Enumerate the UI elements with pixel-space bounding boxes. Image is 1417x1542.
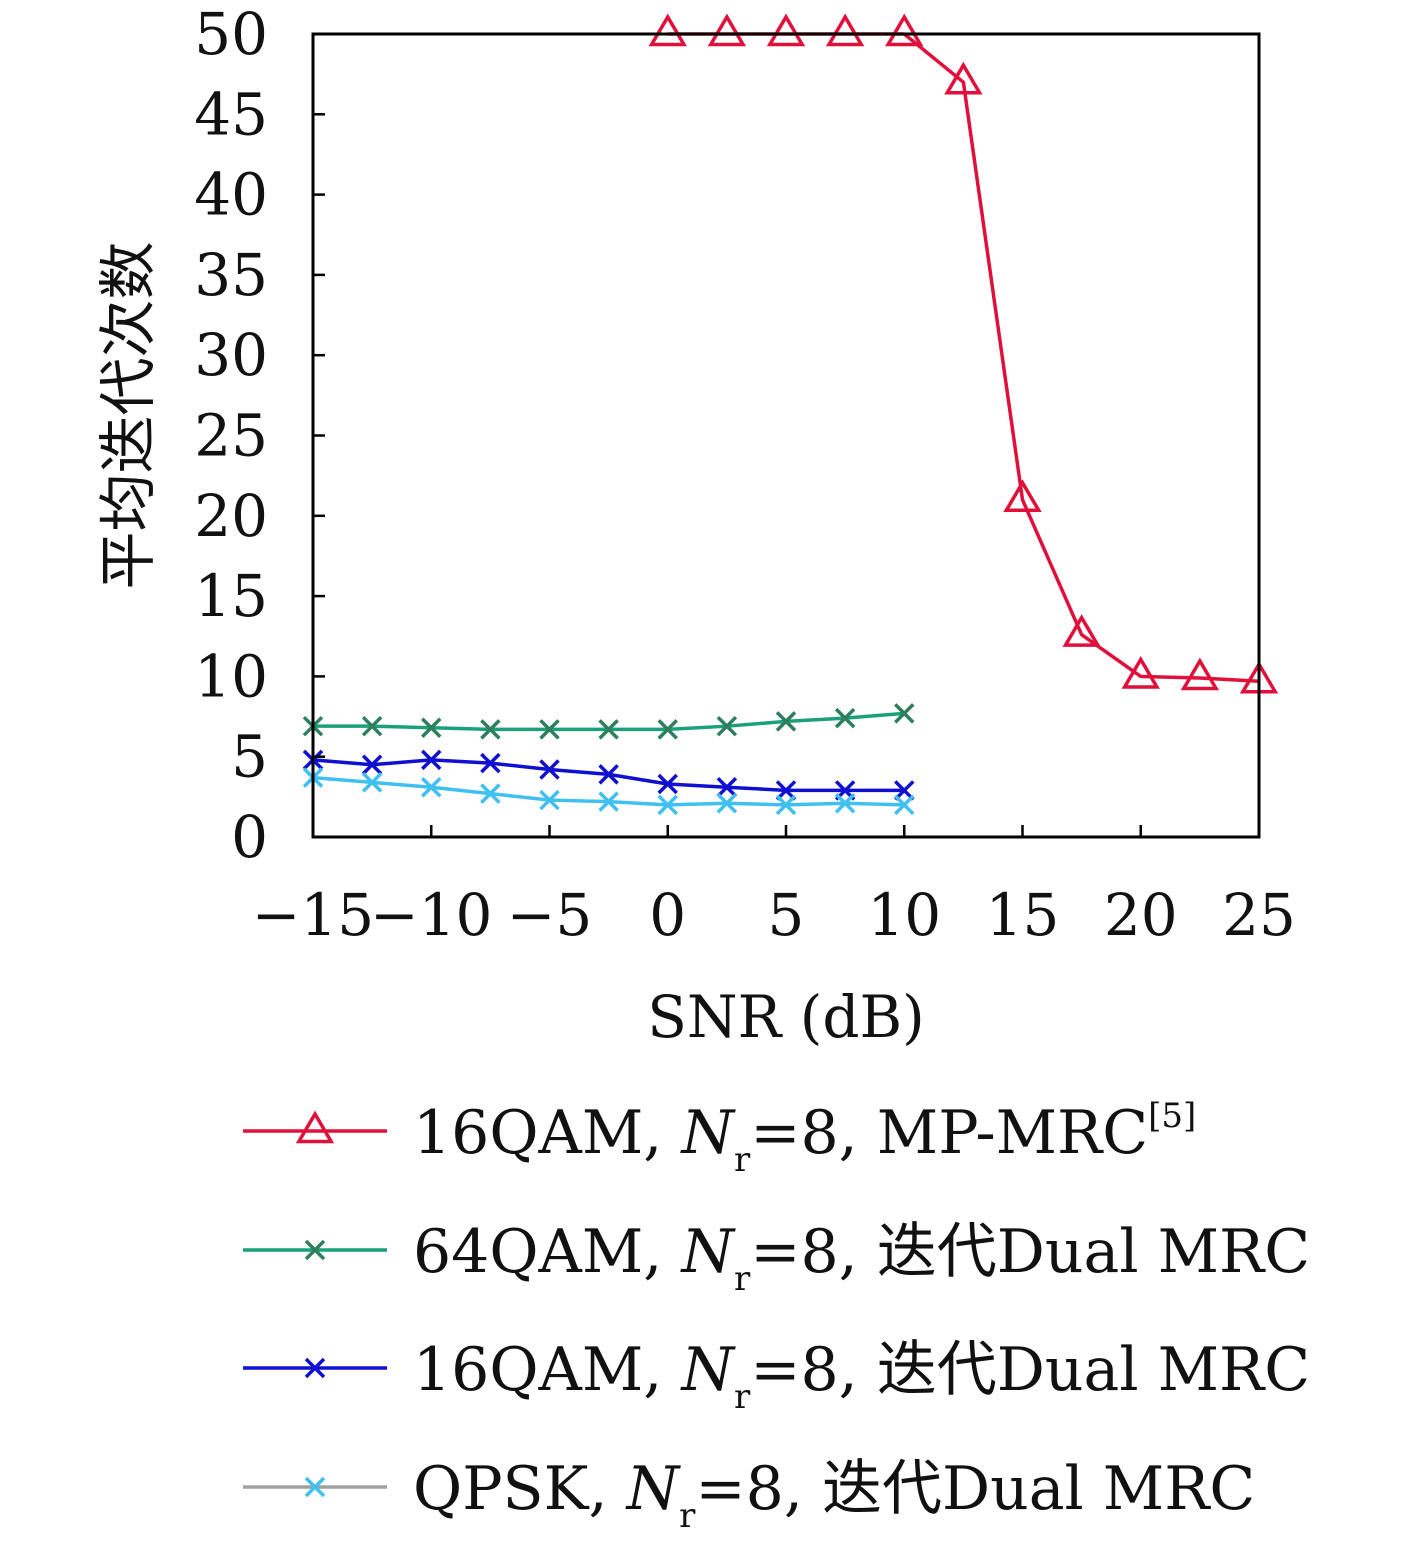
data-point <box>716 776 738 798</box>
series-3 <box>302 749 915 801</box>
legend-marker <box>304 1239 326 1261</box>
x-tick-label: −5 <box>507 881 593 949</box>
x-tick-label: 25 <box>1222 881 1296 949</box>
y-tick-label: 50 <box>194 0 268 68</box>
data-point <box>775 794 797 816</box>
y-tick-label: 5 <box>231 723 268 791</box>
legend-marker <box>295 1110 335 1144</box>
data-point <box>1121 655 1160 689</box>
x-tick-label: 20 <box>1104 881 1178 949</box>
data-point <box>657 719 678 740</box>
series-layer <box>302 13 1279 816</box>
legend-item: 64QAM, Nr=8, 迭代Dual MRC <box>243 1217 1310 1299</box>
tick-labels: −15−10 −5 0 5 10 15 20 25 0 5 10 15 20 25 30 35 40 45 50 <box>194 0 1296 949</box>
data-point <box>1003 479 1042 513</box>
legend-label: 16QAM, Nr=8, MP-MRC[5] <box>413 1096 1196 1180</box>
y-axis-title: 平均迭代次数 <box>94 241 162 589</box>
data-point <box>361 715 383 737</box>
data-point <box>539 759 560 780</box>
data-point <box>716 793 738 814</box>
series-1 <box>648 13 1279 694</box>
series-4 <box>302 767 915 816</box>
x-tick-label: −15 <box>252 881 374 949</box>
legend-marker <box>304 1357 326 1379</box>
data-point <box>716 715 738 737</box>
data-point <box>775 711 797 732</box>
legend-label: QPSK, Nr=8, 迭代Dual MRC <box>413 1454 1255 1536</box>
y-tick-label: 0 <box>231 803 268 871</box>
data-point <box>825 13 865 47</box>
data-point <box>657 773 678 795</box>
data-point <box>944 61 983 95</box>
y-tick-label: 20 <box>194 482 268 550</box>
y-tick-label: 15 <box>194 562 268 630</box>
y-tick-label: 35 <box>194 241 268 309</box>
data-point <box>648 13 687 47</box>
x-tick-label: 0 <box>649 881 686 949</box>
plot-border <box>311 32 1261 839</box>
data-point <box>834 707 856 729</box>
data-point <box>598 764 619 785</box>
plot-frame <box>311 32 1261 839</box>
y-tick-label: 40 <box>194 161 268 229</box>
data-point <box>361 772 383 793</box>
data-point <box>539 789 560 811</box>
y-tick-label: 25 <box>194 402 268 470</box>
data-point <box>894 794 915 816</box>
legend-item: 16QAM, Nr=8, MP-MRC[5] <box>243 1096 1196 1180</box>
series-2 <box>302 703 915 740</box>
y-tick-label: 10 <box>194 642 268 710</box>
data-point <box>421 749 442 771</box>
data-point <box>539 719 560 740</box>
legend-item: QPSK, Nr=8, 迭代Dual MRC <box>243 1454 1255 1536</box>
y-tick-label: 30 <box>194 321 268 389</box>
x-tick-label: 10 <box>867 881 941 949</box>
data-point <box>361 754 383 775</box>
x-tick-label: 5 <box>768 881 805 949</box>
x-tick-label: −10 <box>370 881 492 949</box>
data-point <box>657 794 678 816</box>
data-point <box>480 752 501 774</box>
series-line <box>667 32 1260 683</box>
legend-label: 16QAM, Nr=8, 迭代Dual MRC <box>413 1335 1310 1417</box>
data-point <box>885 13 924 47</box>
data-point <box>480 719 501 740</box>
data-point <box>480 783 501 804</box>
data-point <box>834 793 856 814</box>
y-tick-label: 45 <box>194 80 268 148</box>
legend: 16QAM, Nr=8, MP-MRC[5] 64QAM, Nr=8, 迭代Dua… <box>243 1096 1310 1536</box>
data-point <box>421 776 442 798</box>
data-point <box>1062 614 1101 647</box>
data-point <box>421 717 442 739</box>
data-point <box>1180 657 1220 691</box>
data-point <box>894 703 915 724</box>
data-point <box>707 13 747 47</box>
data-point <box>766 13 806 47</box>
legend-marker <box>304 1476 326 1498</box>
legend-item: 16QAM, Nr=8, 迭代Dual MRC <box>243 1335 1310 1417</box>
x-tick-label: 15 <box>986 881 1060 949</box>
x-axis-title: SNR (dB) <box>647 983 925 1051</box>
data-point <box>598 719 619 740</box>
data-point <box>598 791 619 812</box>
legend-label: 64QAM, Nr=8, 迭代Dual MRC <box>413 1217 1310 1299</box>
